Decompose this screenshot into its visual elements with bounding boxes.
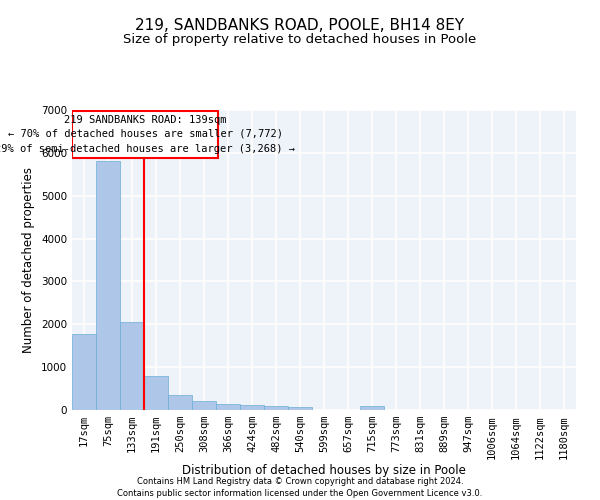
Text: 219, SANDBANKS ROAD, POOLE, BH14 8EY: 219, SANDBANKS ROAD, POOLE, BH14 8EY: [136, 18, 464, 32]
Bar: [96, 162, 120, 410]
Text: Contains public sector information licensed under the Open Government Licence v3: Contains public sector information licen…: [118, 488, 482, 498]
Text: 219 SANDBANKS ROAD: 139sqm: 219 SANDBANKS ROAD: 139sqm: [64, 116, 227, 126]
Y-axis label: Number of detached properties: Number of detached properties: [22, 167, 35, 353]
Bar: [264, 406, 288, 410]
Bar: [288, 407, 312, 410]
Text: Contains HM Land Registry data © Crown copyright and database right 2024.: Contains HM Land Registry data © Crown c…: [137, 477, 463, 486]
Text: Size of property relative to detached houses in Poole: Size of property relative to detached ho…: [124, 32, 476, 46]
Bar: [240, 405, 264, 410]
Bar: [72, 334, 96, 410]
Bar: [144, 376, 168, 410]
Text: ← 70% of detached houses are smaller (7,772): ← 70% of detached houses are smaller (7,…: [8, 129, 283, 139]
Bar: [73, 111, 218, 158]
Text: 29% of semi-detached houses are larger (3,268) →: 29% of semi-detached houses are larger (…: [0, 144, 295, 154]
X-axis label: Distribution of detached houses by size in Poole: Distribution of detached houses by size …: [182, 464, 466, 477]
Bar: [216, 404, 240, 410]
Bar: [360, 406, 384, 410]
Bar: [192, 402, 216, 410]
Bar: [168, 396, 192, 410]
Bar: [120, 322, 144, 410]
